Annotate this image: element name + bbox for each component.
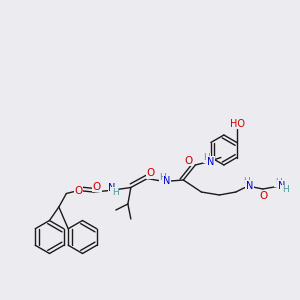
Text: O: O [146, 168, 154, 178]
Text: H: H [282, 185, 289, 194]
Text: N: N [163, 176, 170, 186]
Text: N: N [278, 181, 285, 191]
Text: O: O [184, 156, 193, 166]
Text: O: O [259, 190, 267, 201]
Text: H: H [112, 188, 119, 197]
Text: HO: HO [230, 118, 245, 129]
Text: H: H [275, 178, 281, 187]
Text: H: H [160, 173, 166, 182]
Text: N: N [246, 181, 253, 191]
Text: N: N [207, 157, 214, 167]
Text: H: H [243, 177, 250, 186]
Text: N: N [108, 183, 116, 193]
Text: O: O [74, 185, 82, 196]
Text: H: H [203, 153, 210, 162]
Text: O: O [93, 182, 101, 192]
